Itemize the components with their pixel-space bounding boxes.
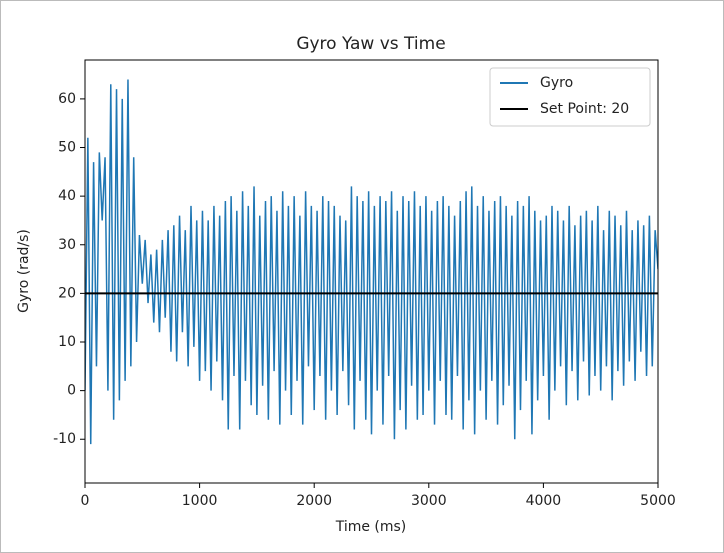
series-line (85, 79, 658, 445)
x-tick-label: 3000 (411, 493, 447, 509)
legend-box (489, 67, 651, 127)
legend-label: Gyro (540, 75, 573, 91)
x-tick-label: 4000 (526, 493, 562, 509)
x-axis-label: Time (ms) (335, 519, 407, 535)
y-tick-label: -10 (53, 431, 76, 447)
y-tick-label: 10 (58, 334, 76, 350)
x-tick-label: 1000 (182, 493, 218, 509)
y-tick-label: 40 (58, 188, 76, 204)
y-tick-label: 60 (58, 91, 76, 107)
plot-frame (84, 59, 659, 484)
y-axis-label: Gyro (rad/s) (16, 229, 32, 313)
y-tick-label: 0 (67, 383, 76, 399)
x-tick-label: 2000 (296, 493, 332, 509)
y-tick-label: 30 (58, 237, 76, 253)
x-tick-label: 5000 (640, 493, 676, 509)
y-tick-label: 20 (58, 285, 76, 301)
chart-title: Gyro Yaw vs Time (296, 34, 445, 54)
y-tick-label: 50 (58, 140, 76, 156)
x-tick-label: 0 (81, 493, 90, 509)
legend-label: Set Point: 20 (540, 101, 629, 117)
